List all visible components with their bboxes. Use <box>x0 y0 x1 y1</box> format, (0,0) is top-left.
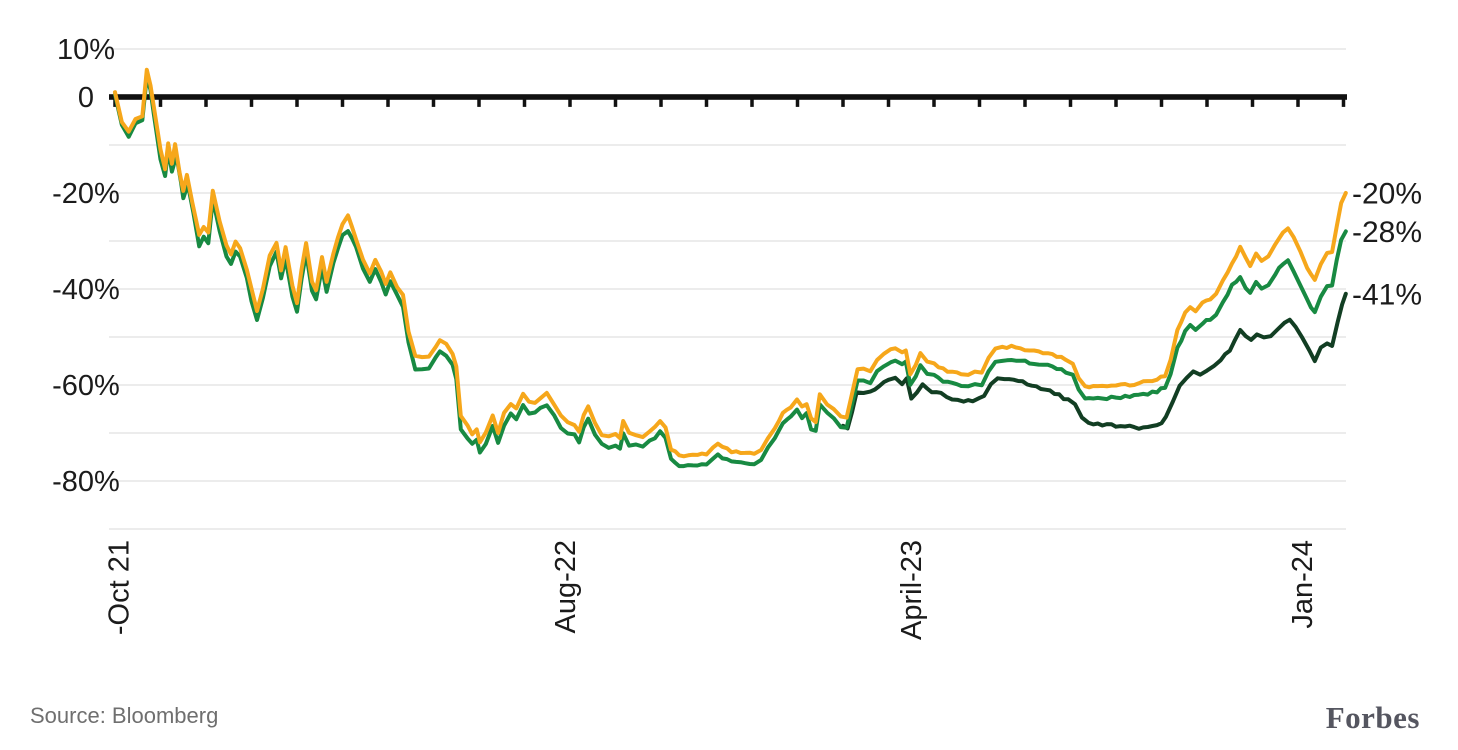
x-axis-tick <box>841 99 845 107</box>
x-axis-tick <box>1068 99 1073 107</box>
x-axis-tick <box>704 99 709 107</box>
y-axis-label: -60% <box>52 370 120 402</box>
green-series-end-label: -28% <box>1352 216 1422 249</box>
x-axis-tick <box>1023 99 1027 107</box>
x-axis-tick <box>1114 99 1118 107</box>
x-axis-tick <box>659 99 663 107</box>
x-axis-label: Aug-22 <box>550 540 582 634</box>
source-credit: Source: Bloomberg <box>30 703 219 728</box>
x-axis-label: -Oct 21 <box>103 540 135 635</box>
x-axis-tick <box>886 99 891 107</box>
x-axis-tick <box>1205 99 1209 107</box>
y-axis-label: 10% <box>57 34 115 66</box>
x-axis-tick <box>568 99 572 107</box>
dark-green-series-end-label: -41% <box>1352 278 1422 311</box>
amber-series-end-label: -20% <box>1352 178 1422 211</box>
x-axis-tick <box>295 99 299 107</box>
x-axis-tick <box>249 99 254 107</box>
x-axis-tick <box>750 99 754 107</box>
forbes-logo: Forbes <box>1325 700 1420 735</box>
dark-green-series <box>841 291 1348 431</box>
x-axis-tick <box>522 99 527 107</box>
x-axis-tick <box>340 99 345 107</box>
x-axis-tick <box>1341 99 1346 107</box>
x-axis-tick <box>204 99 208 107</box>
x-axis-tick <box>977 99 982 107</box>
x-axis-tick <box>613 99 618 107</box>
green-series <box>113 74 1348 469</box>
x-axis-tick <box>477 99 481 107</box>
x-axis-tick <box>1159 99 1164 107</box>
x-axis-tick <box>1296 99 1300 107</box>
x-axis-tick <box>431 99 436 107</box>
x-axis-tick <box>386 99 390 107</box>
amber-series <box>113 67 1348 459</box>
x-axis-tick <box>1250 99 1255 107</box>
y-axis-label: -80% <box>52 466 120 498</box>
x-axis-tick <box>932 99 936 107</box>
y-axis-label: -40% <box>52 274 120 306</box>
x-axis-label: Jan-24 <box>1287 540 1319 629</box>
x-axis-label: April-23 <box>896 540 928 640</box>
x-axis-tick <box>795 99 800 107</box>
x-axis-tick <box>158 99 163 107</box>
zero-axis-line <box>109 94 1347 100</box>
y-axis-label: -20% <box>52 178 120 210</box>
y-axis-label: 0 <box>78 82 94 114</box>
